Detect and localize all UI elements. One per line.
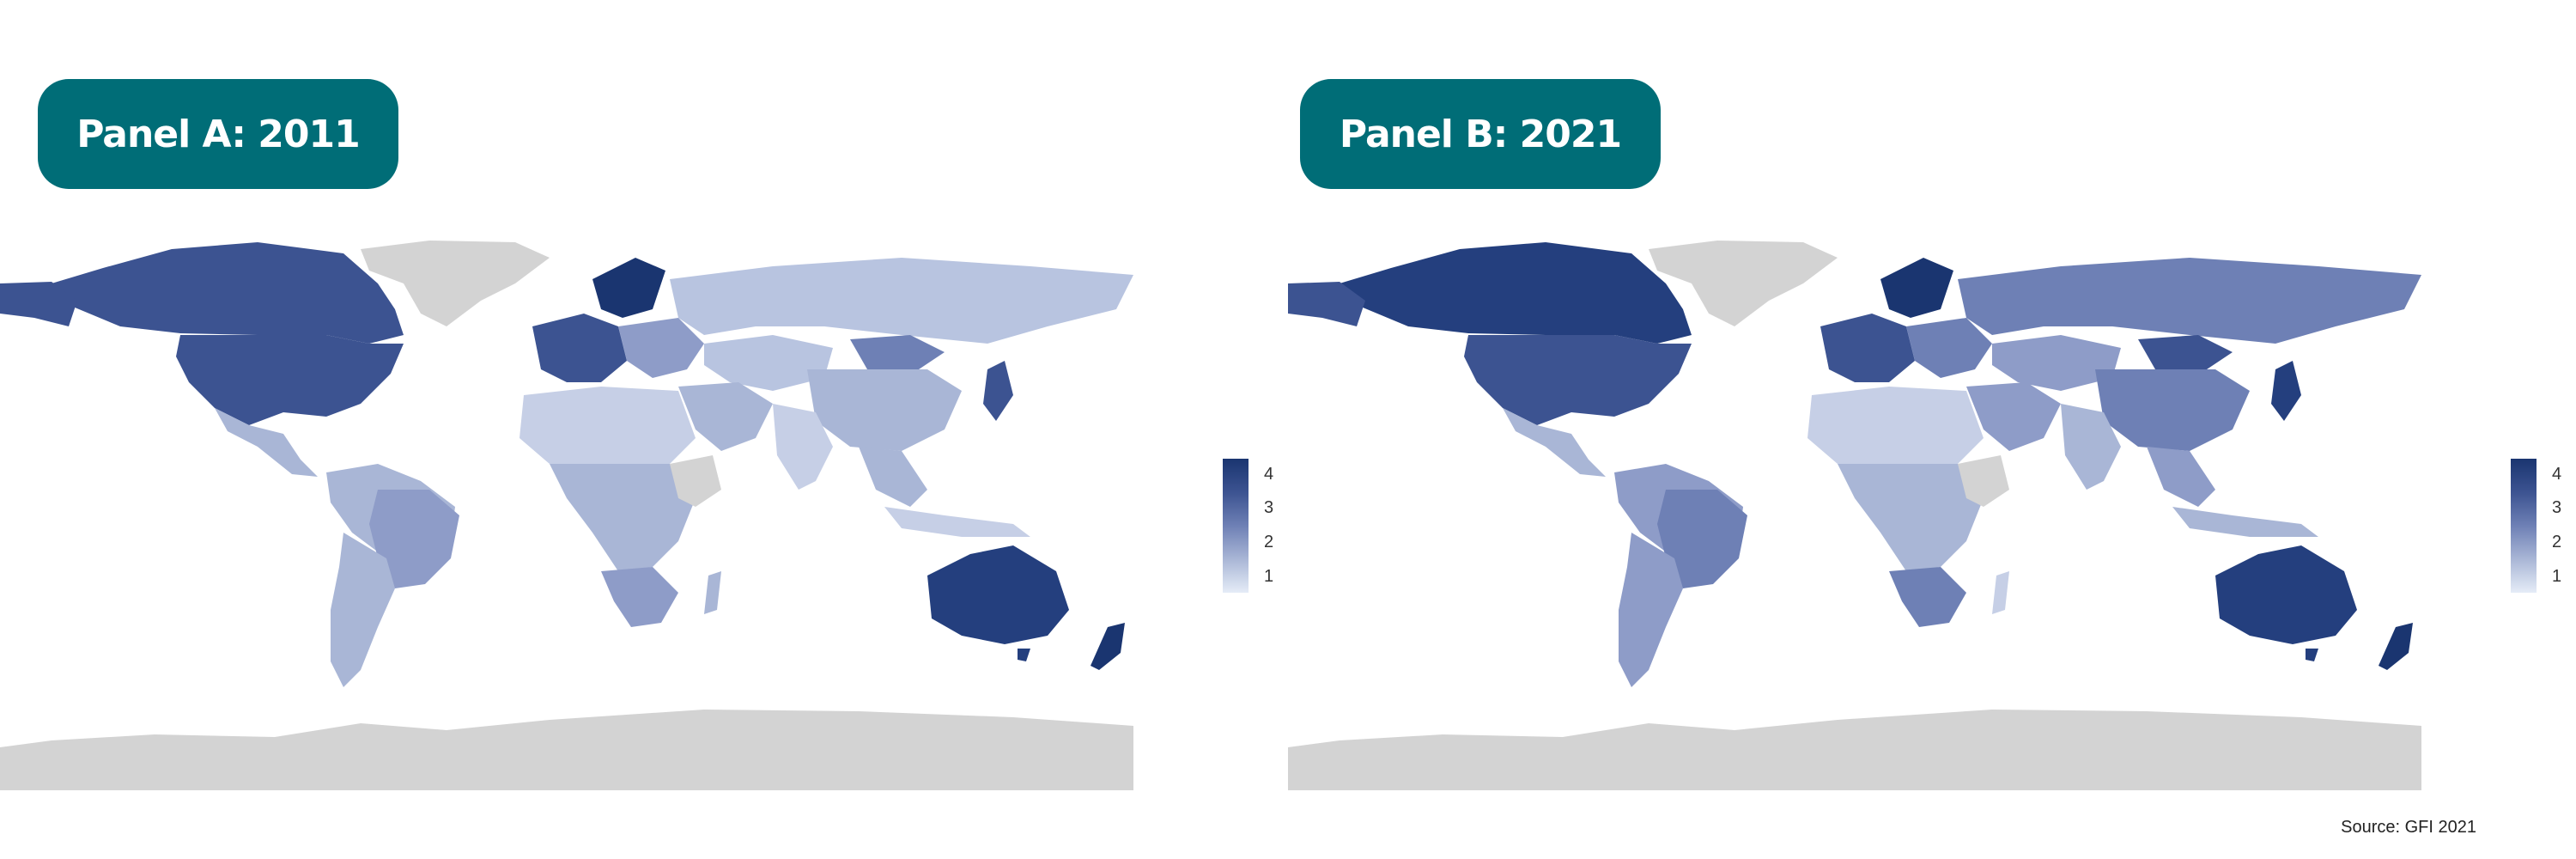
legend-tick [2537,576,2543,578]
world-map-2021 [1288,241,2421,790]
india [2061,404,2121,490]
legend-tick [1249,542,1255,544]
legend-tick [2537,542,2543,544]
japan [983,361,1013,421]
east-africa-nodata [1958,455,2009,507]
panel-b-title: Panel B: 2021 [1300,79,1661,189]
australia [2215,545,2357,644]
mexico [215,408,318,477]
southern-africa [1889,567,1966,627]
russia [1958,258,2421,344]
panel-b: Panel B: 2021 4 [1288,0,2576,859]
usa [176,335,404,425]
canada [1340,242,1692,344]
southeast-asia [859,447,927,507]
mongolia [2138,335,2233,369]
russia [670,258,1133,344]
tasmania [1018,649,1030,661]
central-africa [1838,464,1984,571]
indonesia [884,507,1030,537]
scandinavia [592,258,665,318]
central-asia [1992,335,2121,391]
alaska [0,282,77,326]
legend-label: 3 [1264,498,1274,517]
scandinavia [1880,258,1953,318]
brazil [1657,490,1747,588]
southeast-asia [2147,447,2215,507]
mongolia [850,335,945,369]
china [807,369,962,451]
india [773,404,833,490]
legend-label: 4 [1264,465,1274,484]
legend-tick [1249,576,1255,578]
europe-east [618,318,704,378]
australia [927,545,1069,644]
legend-tick [1249,508,1255,509]
source-caption: Source: GFI 2021 [2341,818,2476,837]
north-africa [519,387,696,468]
legend-label: 1 [1264,567,1274,586]
new-zealand [1091,623,1125,670]
south-america-south [1619,533,1683,687]
north-africa [1807,387,1984,468]
antarctica [0,710,1133,790]
usa [1464,335,1692,425]
greenland [361,241,550,326]
mexico [1503,408,1606,477]
europe-east [1906,318,1992,378]
panel-a-title: Panel A: 2011 [38,79,398,189]
japan [2271,361,2301,421]
central-asia [704,335,833,391]
legend-tick [2537,508,2543,509]
legend-colorbar [2511,459,2537,593]
legend-label: 2 [1264,533,1274,551]
legend-label: 4 [2552,465,2562,484]
canada [52,242,404,344]
central-africa [550,464,696,571]
europe-west [1820,314,1915,382]
legend-tick [1249,474,1255,476]
world-map-2011 [0,241,1133,790]
brazil [369,490,459,588]
europe-west [532,314,627,382]
indonesia [2172,507,2318,537]
east-africa-nodata [670,455,721,507]
antarctica [1288,710,2421,790]
madagascar [1992,571,2009,614]
legend-label: 2 [2552,533,2562,551]
southern-africa [601,567,678,627]
tasmania [2306,649,2318,661]
greenland [1649,241,1838,326]
alaska [1288,282,1365,326]
madagascar [704,571,721,614]
middle-east [1966,382,2061,451]
china [2095,369,2250,451]
new-zealand [2379,623,2413,670]
middle-east [678,382,773,451]
legend-label: 1 [2552,567,2562,586]
legend-label: 3 [2552,498,2562,517]
legend-tick [2537,474,2543,476]
panel-a: Panel A: 2011 [0,79,1274,790]
legend-colorbar [1223,459,1249,593]
south-america-south [331,533,395,687]
